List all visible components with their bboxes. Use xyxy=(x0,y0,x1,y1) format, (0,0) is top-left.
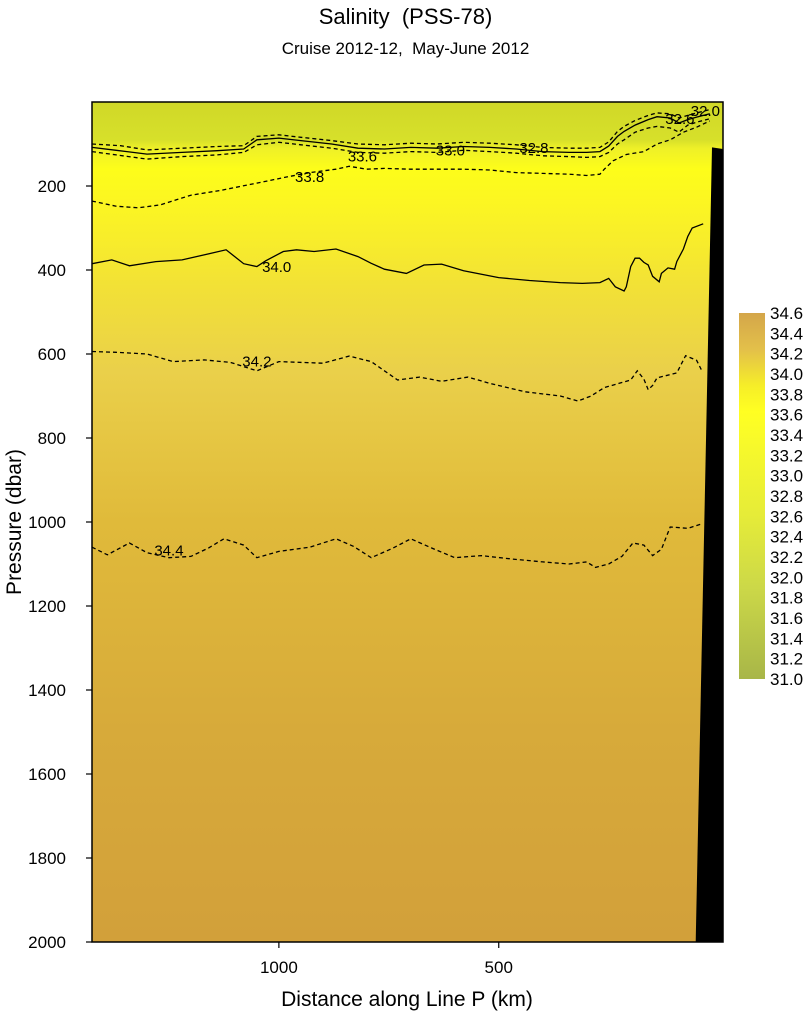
colorbar-label: 31.8 xyxy=(770,589,803,608)
contour-line xyxy=(92,350,703,402)
bottom-topography xyxy=(695,147,723,942)
y-tick-label: 1000 xyxy=(28,513,66,532)
contour-label: 34.2 xyxy=(242,354,271,371)
colorbar-label: 34.2 xyxy=(770,345,803,364)
y-tick-label: 1400 xyxy=(28,681,66,700)
colorbar-label: 34.6 xyxy=(770,304,803,323)
y-tick-label: 1600 xyxy=(28,765,66,784)
contour-label: 33.0 xyxy=(436,142,465,159)
colorbar-label: 32.2 xyxy=(770,548,803,567)
colorbar-label: 32.4 xyxy=(770,528,803,547)
contour-label: 32.8 xyxy=(519,140,548,157)
y-tick-label: 2000 xyxy=(28,933,66,952)
colorbar-label: 31.0 xyxy=(770,670,803,689)
colorbar-label: 32.8 xyxy=(770,487,803,506)
y-tick-label: 1200 xyxy=(28,597,66,616)
colorbar-label: 33.8 xyxy=(770,385,803,404)
contour-layer xyxy=(92,108,711,569)
contour-line xyxy=(92,523,702,569)
y-tick-label: 400 xyxy=(38,261,66,280)
colorbar-label: 31.2 xyxy=(770,650,803,669)
colorbar-label: 32.6 xyxy=(770,507,803,526)
salinity-field xyxy=(92,102,723,942)
colorbar-label: 31.6 xyxy=(770,609,803,628)
contour-line xyxy=(92,113,710,155)
chart-title: Salinity (PSS-78) xyxy=(318,4,493,29)
colorbar xyxy=(739,313,765,679)
y-axis: 200 400 600 800 1000 1200 1400 1600 1800 2000 xyxy=(28,177,92,952)
x-axis-label: Distance along Line P (km) xyxy=(281,988,533,1011)
contour-line xyxy=(92,223,704,292)
x-tick-label: 1000 xyxy=(260,958,298,977)
contour-label: 33.8 xyxy=(295,169,324,186)
contour-label: 32.0 xyxy=(691,103,720,120)
bottom-topography-layer xyxy=(695,147,723,942)
contour-label: 34.4 xyxy=(154,543,183,560)
contour-line xyxy=(92,108,710,151)
chart-subtitle: Cruise 2012-12, May-June 2012 xyxy=(281,39,530,58)
contour-line xyxy=(92,118,710,160)
y-tick-label: 1800 xyxy=(28,849,66,868)
y-tick-label: 600 xyxy=(38,345,66,364)
colorbar-label: 33.2 xyxy=(770,446,803,465)
y-tick-label: 800 xyxy=(38,429,66,448)
x-axis: 1000 500 xyxy=(260,942,513,977)
colorbar-label: 32.0 xyxy=(770,568,803,587)
x-tick-label: 500 xyxy=(485,958,513,977)
colorbar-label: 34.4 xyxy=(770,324,803,343)
contour-label: 34.0 xyxy=(262,259,291,276)
contour-label-layer: 32.632.0 32.8 33.0 33.6 33.8 34.0 34.2 34.4 xyxy=(154,103,720,559)
colorbar-label: 33.4 xyxy=(770,426,803,445)
colorbar-label: 34.0 xyxy=(770,365,803,384)
colorbar-label: 33.0 xyxy=(770,467,803,486)
colorbar-label: 31.4 xyxy=(770,629,803,648)
y-axis-label: Pressure (dbar) xyxy=(3,449,26,595)
colorbar-tick-labels: 34.634.4 34.234.033.8 33.633.433.2 33.032.8… xyxy=(770,304,803,689)
colorbar-label: 33.6 xyxy=(770,406,803,425)
contour-label: 32.6 xyxy=(665,111,694,128)
y-tick-label: 200 xyxy=(38,177,66,196)
contour-label: 33.6 xyxy=(348,149,377,166)
